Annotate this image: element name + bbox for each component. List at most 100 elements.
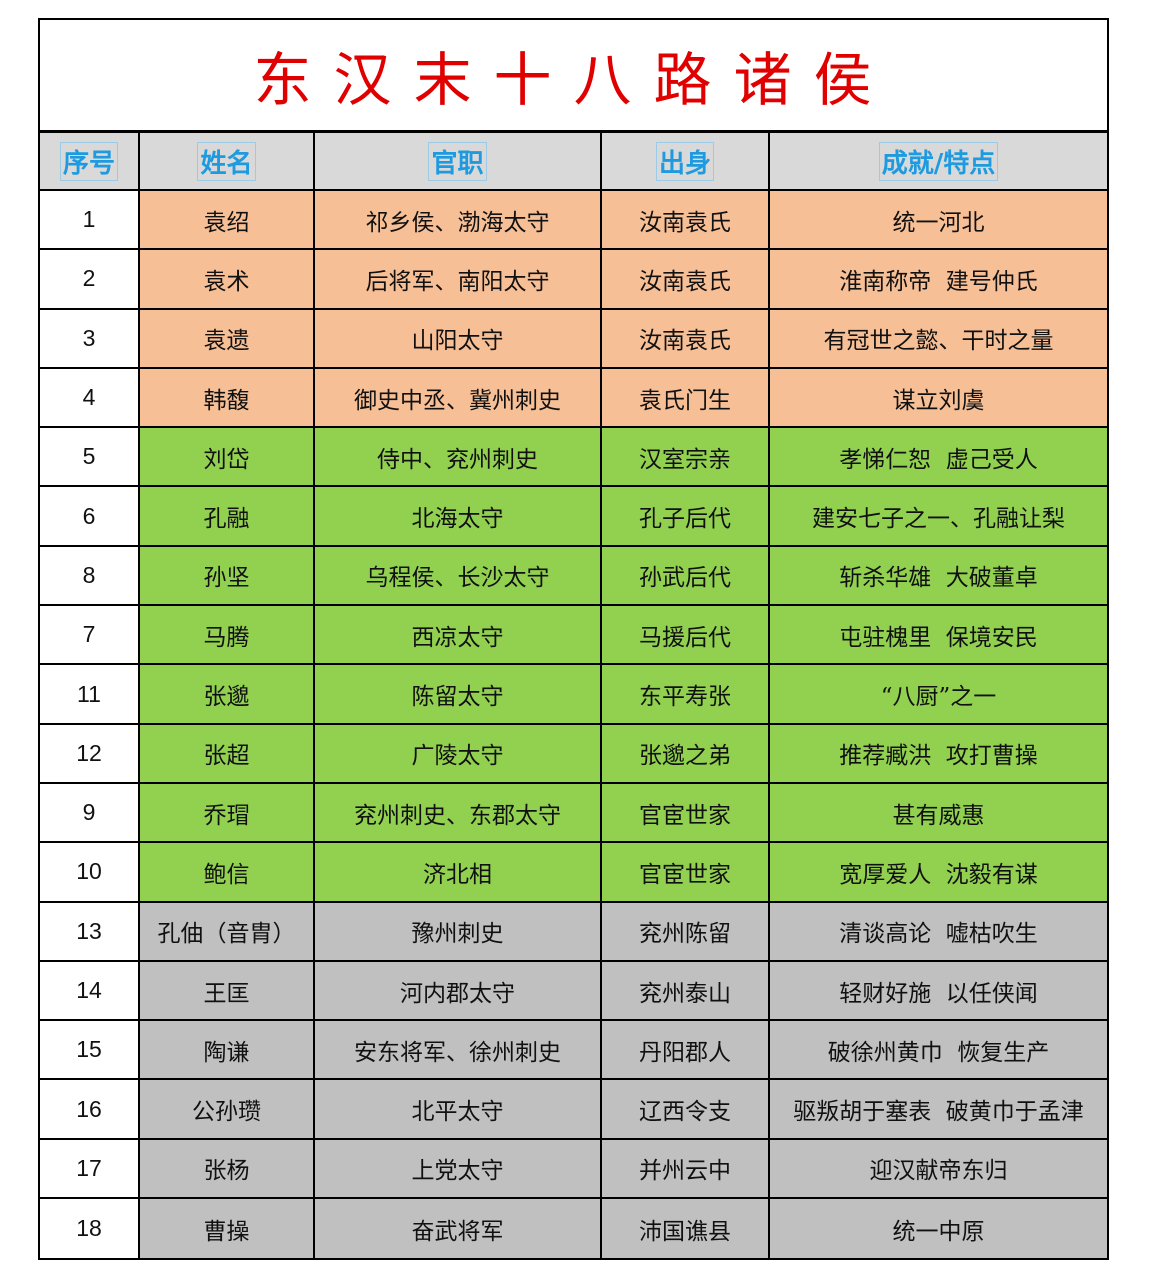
cell-name: 刘岱 — [140, 428, 315, 486]
header-name: 姓名 — [140, 133, 315, 189]
cell-number: 14 — [40, 961, 140, 1020]
cell-office: 济北相 — [315, 843, 602, 901]
cell-name: 袁术 — [140, 250, 315, 308]
cell-office: 广陵太守 — [315, 724, 602, 782]
cell-name: 马腾 — [140, 606, 315, 664]
cell-name: 乔瑁 — [140, 783, 315, 842]
cell-origin: 东平寿张 — [602, 665, 770, 723]
table-row: 18 曹操 奋武将军 沛国谯县 统一中原 — [40, 1199, 1107, 1259]
cell-number: 8 — [40, 546, 140, 605]
cell-origin: 沛国谯县 — [602, 1199, 770, 1259]
cell-office: 奋武将军 — [315, 1199, 602, 1259]
cell-name: 袁遗 — [140, 309, 315, 367]
cell-achievement: 建安七子之一、孔融让梨 — [770, 487, 1107, 545]
cell-name: 孙坚 — [140, 546, 315, 605]
table-row: 5 刘岱 侍中、兖州刺史 汉室宗亲 孝悌仁恕 虚己受人 — [40, 428, 1107, 488]
cell-office: 上党太守 — [315, 1139, 602, 1198]
cell-name: 张超 — [140, 724, 315, 782]
cell-origin: 汝南袁氏 — [602, 191, 770, 249]
cell-office: 北海太守 — [315, 487, 602, 545]
cell-origin: 孙武后代 — [602, 546, 770, 605]
cell-origin: 马援后代 — [602, 606, 770, 664]
cell-achievement: 屯驻槐里 保境安民 — [770, 606, 1107, 664]
cell-achievement: 迎汉献帝东归 — [770, 1139, 1107, 1198]
header-row: 序号 姓名 官职 出身 成就/特点 — [40, 133, 1107, 191]
cell-number: 6 — [40, 487, 140, 545]
cell-office: 河内郡太守 — [315, 961, 602, 1020]
cell-number: 16 — [40, 1080, 140, 1138]
cell-office: 御史中丞、冀州刺史 — [315, 368, 602, 427]
table-row: 15 陶谦 安东将军、徐州刺史 丹阳郡人 破徐州黄巾 恢复生产 — [40, 1021, 1107, 1081]
table-row: 8 孙坚 乌程侯、长沙太守 孙武后代 斩杀华雄 大破董卓 — [40, 546, 1107, 607]
cell-origin: 汉室宗亲 — [602, 428, 770, 486]
header-achievement: 成就/特点 — [770, 133, 1107, 189]
cell-name: 韩馥 — [140, 368, 315, 427]
header-number: 序号 — [40, 133, 140, 189]
title-text: 东汉末十八路诸侯 — [253, 46, 894, 114]
cell-number: 4 — [40, 368, 140, 427]
cell-origin: 孔子后代 — [602, 487, 770, 545]
cell-number: 12 — [40, 724, 140, 782]
cell-office: 陈留太守 — [315, 665, 602, 723]
cell-origin: 张邈之弟 — [602, 724, 770, 782]
cell-office: 乌程侯、长沙太守 — [315, 546, 602, 605]
cell-origin: 丹阳郡人 — [602, 1021, 770, 1079]
cell-origin: 汝南袁氏 — [602, 309, 770, 367]
cell-number: 18 — [40, 1199, 140, 1259]
cell-office: 安东将军、徐州刺史 — [315, 1021, 602, 1079]
table-row: 16 公孙瓒 北平太守 辽西令支 驱叛胡于塞表 破黄巾于孟津 — [40, 1080, 1107, 1140]
cell-origin: 辽西令支 — [602, 1080, 770, 1138]
cell-name: 张邈 — [140, 665, 315, 723]
cell-office: 兖州刺史、东郡太守 — [315, 783, 602, 842]
table-row: 9 乔瑁 兖州刺史、东郡太守 官宦世家 甚有威惠 — [40, 783, 1107, 844]
cell-achievement: 淮南称帝 建号仲氏 — [770, 250, 1107, 308]
cell-achievement: 推荐臧洪 攻打曹操 — [770, 724, 1107, 782]
cell-origin: 官宦世家 — [602, 843, 770, 901]
cell-origin: 官宦世家 — [602, 783, 770, 842]
table-row: 2 袁术 后将军、南阳太守 汝南袁氏 淮南称帝 建号仲氏 — [40, 250, 1107, 310]
cell-number: 17 — [40, 1139, 140, 1198]
cell-achievement: 甚有威惠 — [770, 783, 1107, 842]
cell-number: 13 — [40, 902, 140, 960]
cell-name: 张杨 — [140, 1139, 315, 1198]
cell-achievement: 孝悌仁恕 虚己受人 — [770, 428, 1107, 486]
cell-name: 王匡 — [140, 961, 315, 1020]
header-office: 官职 — [315, 133, 602, 189]
table-row: 7 马腾 西凉太守 马援后代 屯驻槐里 保境安民 — [40, 606, 1107, 666]
cell-office: 山阳太守 — [315, 309, 602, 367]
cell-office: 侍中、兖州刺史 — [315, 428, 602, 486]
cell-achievement: 驱叛胡于塞表 破黄巾于孟津 — [770, 1080, 1107, 1138]
cell-name: 孔融 — [140, 487, 315, 545]
warlords-table: 东汉末十八路诸侯 序号 姓名 官职 出身 成就/特点 1 袁绍 祁乡侯、渤海太守 汝南… — [38, 18, 1109, 1261]
table-row: 1 袁绍 祁乡侯、渤海太守 汝南袁氏 统一河北 — [40, 191, 1107, 251]
cell-office: 豫州刺史 — [315, 902, 602, 960]
cell-name: 袁绍 — [140, 191, 315, 249]
table-row: 14 王匡 河内郡太守 兖州泰山 轻财好施 以任侠闻 — [40, 961, 1107, 1022]
table-row: 13 孔伷（音胄） 豫州刺史 兖州陈留 清谈高论 嘘枯吹生 — [40, 902, 1107, 962]
cell-origin: 兖州陈留 — [602, 902, 770, 960]
cell-name: 鲍信 — [140, 843, 315, 901]
cell-achievement: 宽厚爱人 沈毅有谋 — [770, 843, 1107, 901]
header-origin: 出身 — [602, 133, 770, 189]
cell-achievement: 斩杀华雄 大破董卓 — [770, 546, 1107, 605]
cell-origin: 并州云中 — [602, 1139, 770, 1198]
cell-number: 10 — [40, 843, 140, 901]
table-row: 10 鲍信 济北相 官宦世家 宽厚爱人 沈毅有谋 — [40, 843, 1107, 903]
cell-office: 北平太守 — [315, 1080, 602, 1138]
cell-name: 公孙瓒 — [140, 1080, 315, 1138]
table-row: 4 韩馥 御史中丞、冀州刺史 袁氏门生 谋立刘虞 — [40, 368, 1107, 429]
cell-achievement: “八厨”之一 — [770, 665, 1107, 723]
cell-number: 15 — [40, 1021, 140, 1079]
cell-achievement: 轻财好施 以任侠闻 — [770, 961, 1107, 1020]
cell-achievement: 统一河北 — [770, 191, 1107, 249]
cell-achievement: 清谈高论 嘘枯吹生 — [770, 902, 1107, 960]
cell-office: 西凉太守 — [315, 606, 602, 664]
table-row: 12 张超 广陵太守 张邈之弟 推荐臧洪 攻打曹操 — [40, 724, 1107, 784]
cell-name: 曹操 — [140, 1199, 315, 1259]
cell-number: 11 — [40, 665, 140, 723]
cell-achievement: 统一中原 — [770, 1199, 1107, 1259]
table-row: 17 张杨 上党太守 并州云中 迎汉献帝东归 — [40, 1139, 1107, 1200]
cell-number: 7 — [40, 606, 140, 664]
cell-achievement: 有冠世之懿、干时之量 — [770, 309, 1107, 367]
table-row: 6 孔融 北海太守 孔子后代 建安七子之一、孔融让梨 — [40, 487, 1107, 547]
